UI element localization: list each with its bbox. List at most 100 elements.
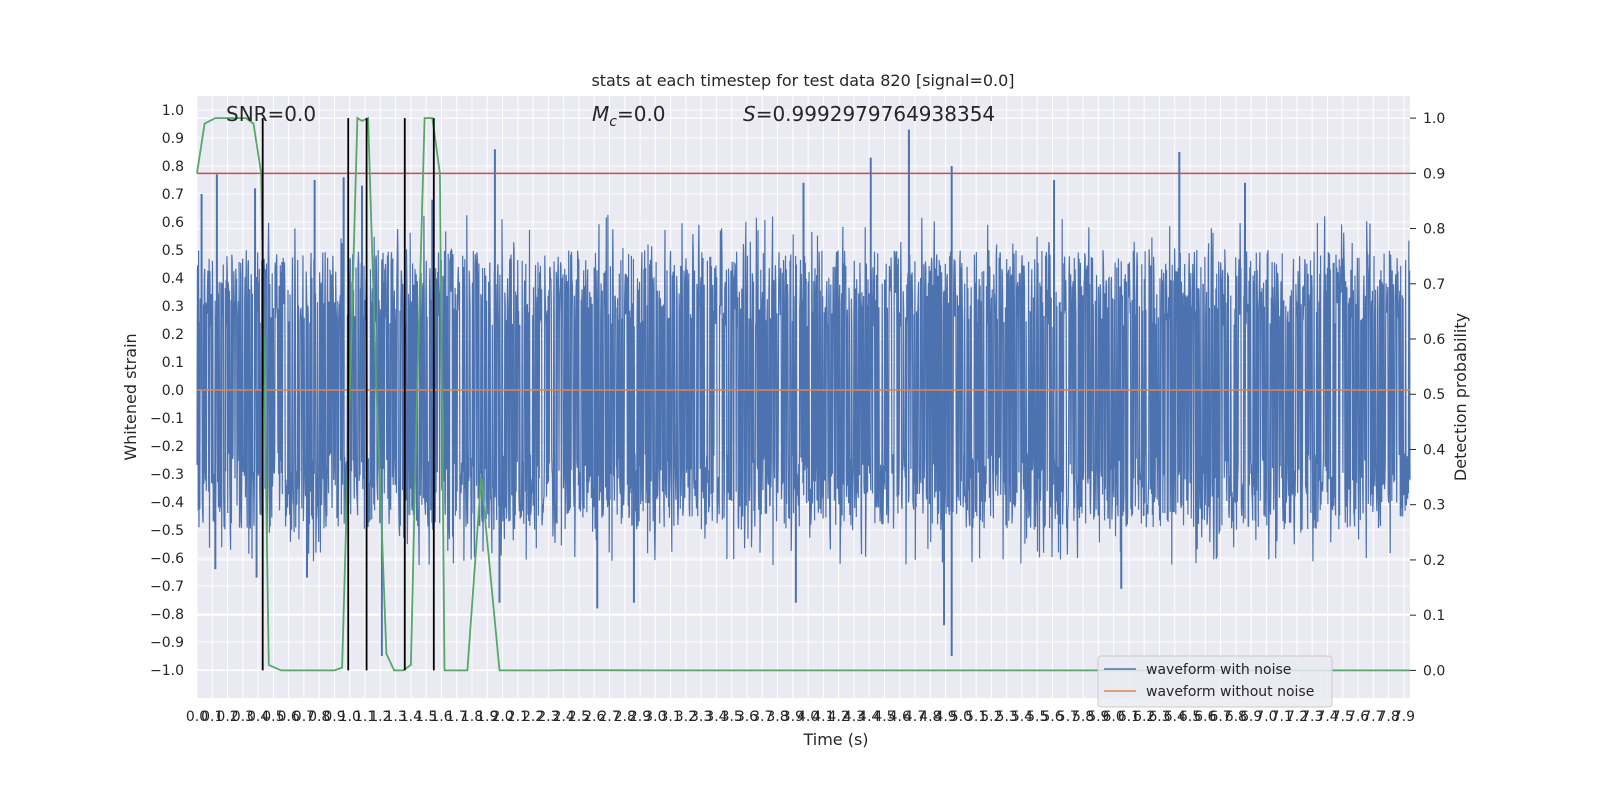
legend-label-clean: waveform without noise bbox=[1146, 684, 1314, 700]
y-tick-label: −0.2 bbox=[150, 439, 184, 455]
y-axis-label-right: Detection probability bbox=[1451, 313, 1470, 481]
x-tick-label: 1.2 bbox=[369, 709, 391, 725]
y-tick-label-right: 0.0 bbox=[1423, 663, 1445, 679]
detection-probability-series bbox=[196, 116, 1410, 672]
x-tick-label: 2.9 bbox=[629, 709, 651, 725]
right-y-ticks: 1.0 0.9 0.8 0.7 0.6 0.5 0.4 0.3 0.2 0.1 0.0 bbox=[1410, 111, 1445, 679]
x-tick-label: 0.6 bbox=[278, 709, 300, 725]
x-tick-label: 3.8 bbox=[766, 709, 788, 725]
x-tick-label: 6.8 bbox=[1225, 709, 1247, 725]
x-tick-label: 4.7 bbox=[904, 709, 926, 725]
x-tick-label: 5.4 bbox=[1011, 709, 1033, 725]
x-tick-label: 4.0 bbox=[797, 709, 819, 725]
x-tick-label: 5.3 bbox=[996, 709, 1018, 725]
x-tick-label: 5.7 bbox=[1057, 709, 1079, 725]
mc-symbol: M bbox=[592, 102, 609, 126]
x-ticks: 0.00.10.20.30.40.50.60.70.80.91.01.11.21… bbox=[186, 709, 1415, 725]
s-value: =0.9992979764938354 bbox=[756, 102, 995, 126]
x-tick-label: 5.0 bbox=[950, 709, 972, 725]
y-tick-label-right: 1.0 bbox=[1423, 111, 1445, 127]
chart-title: stats at each timestep for test data 820… bbox=[591, 71, 1014, 90]
mc-annotation: Mc=0.0 bbox=[592, 102, 666, 130]
x-tick-label: 1.3 bbox=[384, 709, 406, 725]
x-tick-label: 5.1 bbox=[965, 709, 987, 725]
x-tick-label: 3.9 bbox=[782, 709, 804, 725]
x-tick-label: 5.2 bbox=[980, 709, 1002, 725]
x-tick-label: 6.5 bbox=[1179, 709, 1201, 725]
x-tick-label: 5.9 bbox=[1087, 709, 1109, 725]
x-tick-label: 2.5 bbox=[568, 709, 590, 725]
x-tick-label: 0.9 bbox=[323, 709, 345, 725]
x-tick-label: 3.5 bbox=[721, 709, 743, 725]
x-tick-label: 5.8 bbox=[1072, 709, 1094, 725]
x-tick-label: 3.6 bbox=[736, 709, 758, 725]
x-tick-label: 1.9 bbox=[476, 709, 498, 725]
event-markers bbox=[261, 118, 435, 671]
x-tick-label: 7.6 bbox=[1347, 709, 1369, 725]
x-tick-label: 2.7 bbox=[598, 709, 620, 725]
y-tick-label-right: 0.2 bbox=[1423, 553, 1445, 569]
x-tick-label: 7.8 bbox=[1377, 709, 1399, 725]
x-tick-label: 1.8 bbox=[461, 709, 483, 725]
x-tick-label: 6.6 bbox=[1194, 709, 1216, 725]
x-tick-label: 4.2 bbox=[828, 709, 850, 725]
y-tick-label: −0.6 bbox=[150, 551, 184, 567]
x-tick-label: 3.3 bbox=[690, 709, 712, 725]
legend-label-noise: waveform with noise bbox=[1146, 662, 1291, 678]
x-tick-label: 4.3 bbox=[843, 709, 865, 725]
x-tick-label: 7.0 bbox=[1255, 709, 1277, 725]
x-tick-label: 1.6 bbox=[430, 709, 452, 725]
x-tick-label: 4.1 bbox=[812, 709, 834, 725]
x-tick-label: 4.5 bbox=[873, 709, 895, 725]
y-tick-label: 0.5 bbox=[162, 243, 184, 259]
y-tick-label: 1.0 bbox=[162, 103, 184, 119]
x-tick-label: 6.3 bbox=[1148, 709, 1170, 725]
y-tick-label: 0.7 bbox=[162, 187, 184, 203]
x-axis-label: Time (s) bbox=[802, 730, 868, 749]
x-tick-label: 6.7 bbox=[1209, 709, 1231, 725]
y-tick-label-right: 0.9 bbox=[1423, 166, 1445, 182]
x-tick-label: 7.3 bbox=[1301, 709, 1323, 725]
mc-subscript: c bbox=[609, 114, 617, 130]
y-tick-label-right: 0.4 bbox=[1423, 442, 1445, 458]
x-tick-label: 4.9 bbox=[934, 709, 956, 725]
x-tick-label: 0.5 bbox=[262, 709, 284, 725]
x-tick-label: 4.8 bbox=[919, 709, 941, 725]
x-tick-label: 3.4 bbox=[705, 709, 727, 725]
legend-box bbox=[1097, 655, 1333, 708]
x-tick-label: 7.7 bbox=[1362, 709, 1384, 725]
y-tick-label: −0.5 bbox=[150, 523, 184, 539]
y-tick-label: 0.6 bbox=[162, 215, 184, 231]
y-tick-label-right: 0.8 bbox=[1423, 222, 1445, 238]
x-tick-label: 1.0 bbox=[339, 709, 361, 725]
x-tick-label: 6.4 bbox=[1164, 709, 1186, 725]
y-tick-label: −0.4 bbox=[150, 495, 184, 511]
x-tick-label: 6.9 bbox=[1240, 709, 1262, 725]
x-tick-label: 3.2 bbox=[675, 709, 697, 725]
y-tick-label: 0.8 bbox=[162, 159, 184, 175]
x-tick-label: 0.1 bbox=[201, 709, 223, 725]
x-tick-label: 0.7 bbox=[293, 709, 315, 725]
detection-probability-line bbox=[196, 116, 1410, 672]
x-tick-label: 6.0 bbox=[1102, 709, 1124, 725]
x-tick-label: 5.6 bbox=[1041, 709, 1063, 725]
y-tick-label: 0.2 bbox=[162, 327, 184, 343]
y-tick-label: −0.9 bbox=[150, 635, 184, 651]
x-tick-label: 2.3 bbox=[537, 709, 559, 725]
x-tick-label: 1.5 bbox=[415, 709, 437, 725]
snr-annotation: SNR=0.0 bbox=[226, 102, 316, 126]
y-tick-label-right: 0.6 bbox=[1423, 332, 1445, 348]
left-y-ticks: 1.0 0.9 0.8 0.7 0.6 0.5 0.4 0.3 0.2 0.1 0.0 −0.1 −0.… bbox=[150, 103, 184, 679]
x-tick-label: 0.0 bbox=[186, 709, 208, 725]
x-tick-label: 0.3 bbox=[232, 709, 254, 725]
y-tick-label-right: 0.3 bbox=[1423, 498, 1445, 514]
x-tick-label: 2.1 bbox=[507, 709, 529, 725]
y-tick-label: −0.7 bbox=[150, 579, 184, 595]
x-tick-label: 0.2 bbox=[216, 709, 238, 725]
x-tick-label: 1.1 bbox=[354, 709, 376, 725]
s-symbol: S bbox=[743, 102, 756, 126]
x-tick-label: 1.4 bbox=[400, 709, 422, 725]
y-tick-label: −0.1 bbox=[150, 411, 184, 427]
x-tick-label: 6.1 bbox=[1118, 709, 1140, 725]
